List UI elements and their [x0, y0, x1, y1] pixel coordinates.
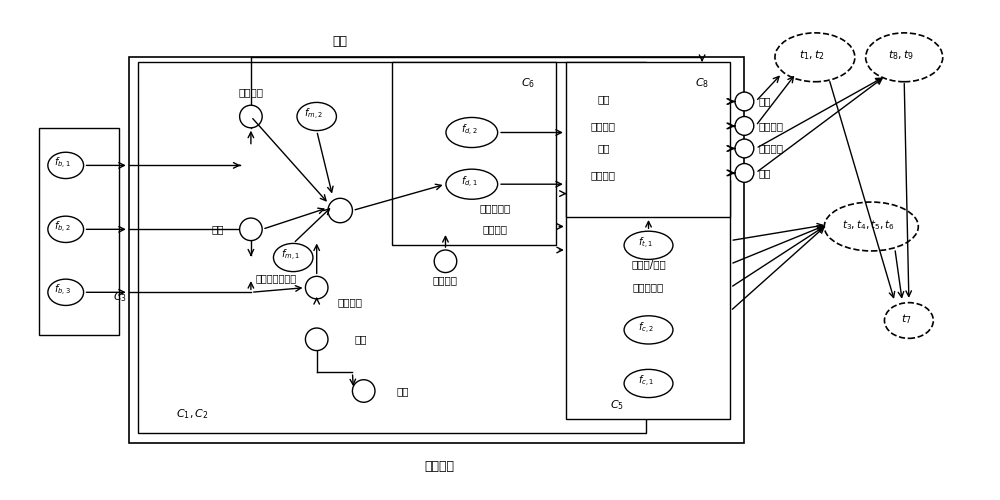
- Circle shape: [735, 139, 754, 158]
- Text: 脉冲信号: 脉冲信号: [591, 121, 616, 131]
- Ellipse shape: [446, 169, 498, 199]
- Circle shape: [735, 92, 754, 111]
- Circle shape: [328, 198, 352, 222]
- Text: $f_{m,1}$: $f_{m,1}$: [281, 248, 300, 263]
- Ellipse shape: [624, 370, 673, 398]
- Text: 电流: 电流: [759, 168, 771, 178]
- Text: $f_{m,2}$: $f_{m,2}$: [304, 107, 323, 122]
- Text: 控制指令: 控制指令: [433, 275, 458, 285]
- Circle shape: [735, 116, 754, 136]
- Text: 速度信号: 速度信号: [759, 144, 784, 154]
- Bar: [39, 128, 119, 334]
- Text: $C_5$: $C_5$: [610, 398, 625, 412]
- Bar: [392, 62, 556, 246]
- Circle shape: [240, 218, 262, 240]
- Circle shape: [240, 105, 262, 128]
- Text: $t_1, t_2$: $t_1, t_2$: [799, 48, 825, 62]
- Text: 器控制信号: 器控制信号: [633, 282, 664, 292]
- Ellipse shape: [824, 202, 918, 251]
- Text: 测速: 测速: [597, 94, 610, 104]
- Text: $C_1, C_2$: $C_1, C_2$: [176, 408, 208, 422]
- Text: $f_{c,2}$: $f_{c,2}$: [638, 320, 654, 336]
- Text: $f_{d,2}$: $f_{d,2}$: [461, 123, 477, 138]
- Bar: [566, 62, 730, 217]
- Text: 方向信号: 方向信号: [591, 170, 616, 180]
- Text: 速度: 速度: [597, 144, 610, 154]
- Text: $f_{d,1}$: $f_{d,1}$: [461, 175, 477, 190]
- Text: $t_8, t_9$: $t_8, t_9$: [888, 48, 914, 62]
- Text: $C_8$: $C_8$: [695, 76, 709, 90]
- Bar: [129, 58, 744, 442]
- Ellipse shape: [775, 33, 855, 82]
- Ellipse shape: [624, 231, 673, 260]
- Text: 轴温: 轴温: [759, 96, 771, 106]
- Circle shape: [305, 276, 328, 299]
- Ellipse shape: [624, 316, 673, 344]
- Circle shape: [352, 380, 375, 402]
- Ellipse shape: [48, 216, 84, 242]
- Text: $C_6$: $C_6$: [521, 76, 535, 90]
- Text: 轴温: 轴温: [333, 35, 348, 48]
- Ellipse shape: [884, 302, 933, 338]
- Text: $f_{b,2}$: $f_{b,2}$: [54, 220, 71, 235]
- Circle shape: [305, 328, 328, 350]
- Bar: [138, 62, 646, 434]
- Text: $f_{b,1}$: $f_{b,1}$: [54, 156, 71, 171]
- Text: $f_{c,1}$: $f_{c,1}$: [638, 374, 654, 389]
- Text: 控制信号: 控制信号: [483, 224, 508, 234]
- Ellipse shape: [866, 33, 943, 82]
- Text: $f_{t,1}$: $f_{t,1}$: [638, 236, 653, 251]
- Text: $t_7$: $t_7$: [901, 312, 911, 326]
- Text: 驱动电压: 驱动电压: [424, 460, 454, 472]
- Text: $C_3$: $C_3$: [113, 290, 127, 304]
- Text: $t_3, t_4, t_5, t_6$: $t_3, t_4, t_5, t_6$: [842, 218, 895, 232]
- Text: 转速: 转速: [212, 224, 224, 234]
- Ellipse shape: [48, 279, 84, 305]
- Ellipse shape: [446, 118, 498, 148]
- Text: 位置传感器信号: 位置传感器信号: [256, 273, 297, 283]
- Ellipse shape: [273, 244, 313, 272]
- Bar: [566, 180, 730, 419]
- Text: 电流控制器: 电流控制器: [480, 202, 511, 212]
- Circle shape: [434, 250, 457, 272]
- Text: 输出力矩: 输出力矩: [337, 296, 362, 306]
- Ellipse shape: [48, 152, 84, 178]
- Text: 反电动势: 反电动势: [238, 87, 263, 97]
- Text: 电流: 电流: [354, 334, 367, 344]
- Text: 加速器/减速: 加速器/减速: [631, 259, 666, 269]
- Text: $f_{b,3}$: $f_{b,3}$: [54, 283, 71, 298]
- Text: 电压: 电压: [397, 386, 409, 396]
- Text: 速度方向: 速度方向: [759, 121, 784, 131]
- Ellipse shape: [297, 102, 336, 130]
- Circle shape: [735, 164, 754, 182]
